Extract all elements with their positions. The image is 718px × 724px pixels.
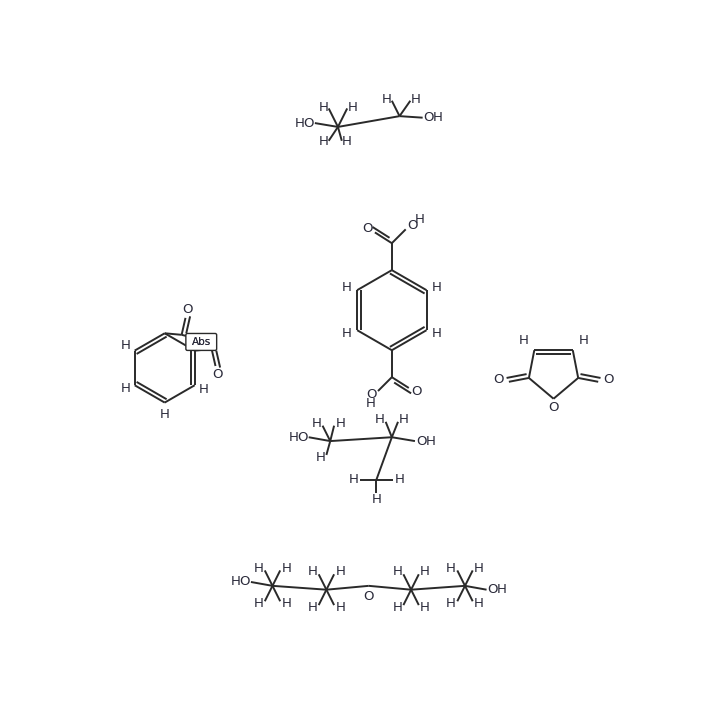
Text: H: H — [289, 431, 298, 444]
Text: O: O — [604, 373, 614, 386]
Text: H: H — [335, 601, 345, 614]
Text: O: O — [182, 303, 193, 316]
FancyBboxPatch shape — [186, 334, 217, 350]
Text: O: O — [213, 368, 223, 381]
Text: H: H — [294, 117, 304, 130]
Text: O: O — [363, 590, 374, 603]
Text: H: H — [253, 597, 264, 610]
Text: H: H — [446, 562, 456, 575]
Text: O: O — [424, 111, 434, 125]
Text: Abs: Abs — [192, 337, 211, 347]
Text: H: H — [371, 493, 381, 506]
Text: H: H — [318, 135, 328, 148]
Text: H: H — [160, 408, 169, 421]
Text: H: H — [342, 281, 352, 293]
Text: Abs: Abs — [192, 337, 211, 347]
Text: H: H — [392, 601, 402, 614]
Text: H: H — [335, 417, 345, 430]
Text: H: H — [342, 327, 352, 340]
Text: H: H — [411, 93, 421, 106]
Text: H: H — [315, 451, 325, 464]
Text: H: H — [446, 597, 456, 610]
Text: H: H — [348, 101, 358, 114]
Text: O: O — [365, 388, 376, 401]
Text: O: O — [549, 402, 559, 414]
Text: H: H — [281, 597, 292, 610]
Text: H: H — [399, 413, 409, 426]
Text: H: H — [199, 382, 209, 395]
Text: H: H — [307, 565, 317, 578]
Text: H: H — [348, 473, 358, 486]
Text: H: H — [375, 413, 384, 426]
Text: H: H — [425, 434, 435, 447]
Text: H: H — [420, 565, 430, 578]
Text: H: H — [392, 565, 402, 578]
Text: H: H — [433, 111, 443, 125]
Text: H: H — [121, 382, 131, 395]
Text: H: H — [474, 597, 484, 610]
Text: O: O — [362, 222, 373, 235]
Text: H: H — [312, 417, 322, 430]
Text: O: O — [304, 117, 314, 130]
Text: H: H — [432, 327, 442, 340]
Text: O: O — [297, 431, 308, 444]
Text: H: H — [230, 576, 241, 589]
Text: O: O — [416, 434, 426, 447]
Text: H: H — [307, 601, 317, 614]
Text: H: H — [318, 101, 328, 114]
Text: H: H — [342, 135, 352, 148]
Text: H: H — [420, 601, 430, 614]
Text: H: H — [432, 281, 442, 293]
Text: O: O — [488, 584, 498, 596]
Text: H: H — [335, 565, 345, 578]
Text: H: H — [381, 93, 391, 106]
Text: H: H — [518, 334, 528, 348]
Text: H: H — [395, 473, 404, 486]
Text: H: H — [497, 584, 507, 596]
Text: H: H — [253, 562, 264, 575]
Text: O: O — [240, 576, 250, 589]
Text: H: H — [121, 340, 131, 353]
Text: H: H — [281, 562, 292, 575]
Text: H: H — [474, 562, 484, 575]
Text: H: H — [365, 397, 376, 410]
Text: O: O — [493, 373, 503, 386]
Text: H: H — [414, 213, 424, 226]
Text: H: H — [579, 334, 589, 348]
Text: O: O — [411, 385, 421, 398]
Text: O: O — [407, 219, 418, 232]
